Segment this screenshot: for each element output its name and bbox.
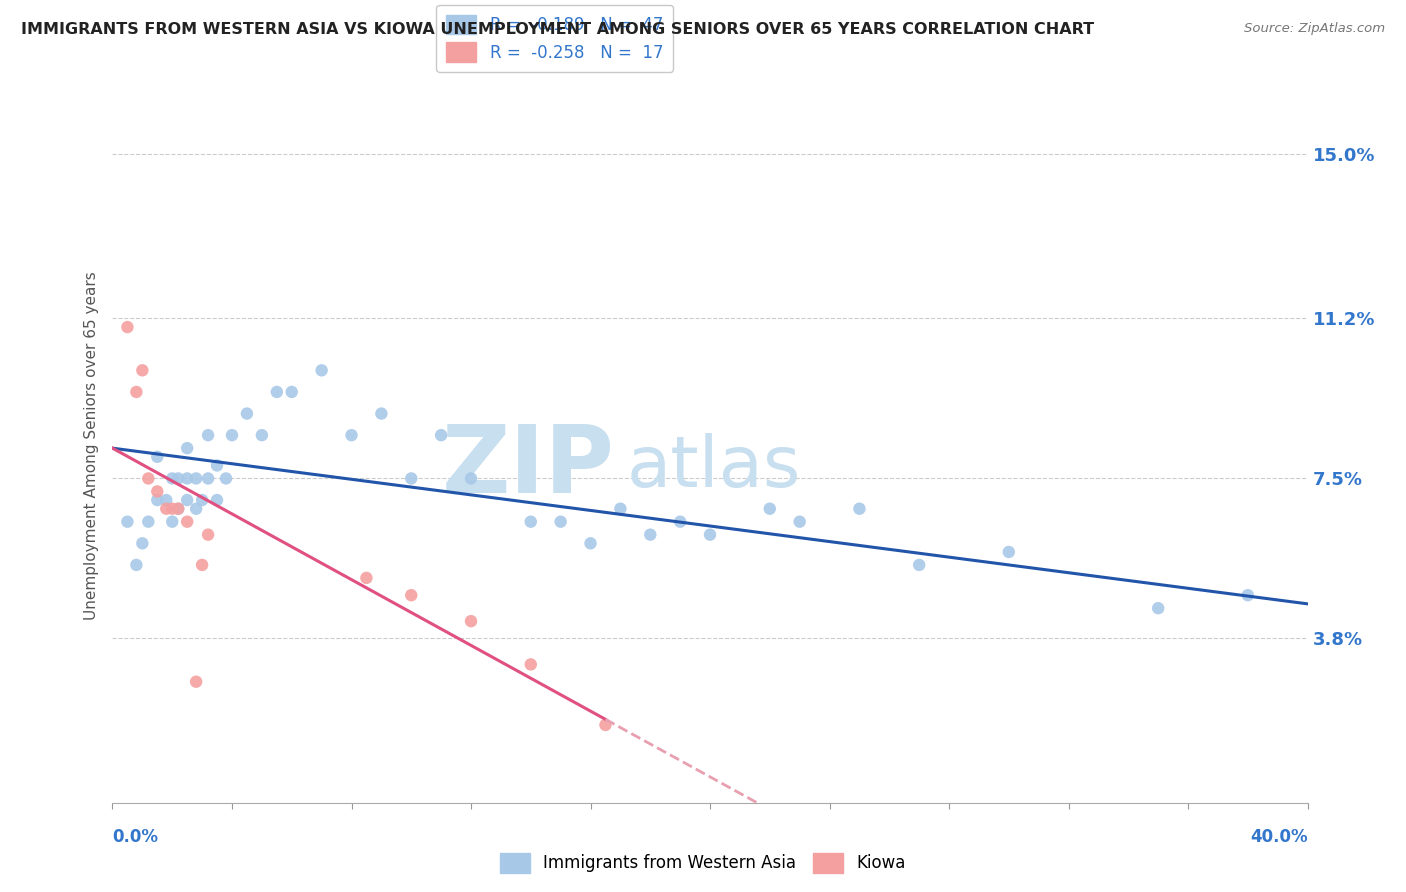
Point	[215, 471, 238, 485]
Point	[460, 471, 482, 485]
Point	[162, 471, 183, 485]
Point	[340, 428, 363, 442]
Point	[117, 515, 139, 529]
Point	[176, 515, 198, 529]
Point	[146, 484, 169, 499]
Point	[117, 320, 139, 334]
Point	[401, 588, 423, 602]
Point	[550, 515, 572, 529]
Point	[138, 515, 160, 529]
Point	[186, 501, 208, 516]
Point	[138, 471, 160, 485]
Text: 0.0%: 0.0%	[112, 828, 159, 846]
Point	[197, 428, 219, 442]
Point	[167, 501, 190, 516]
Point	[281, 384, 304, 399]
Point	[162, 501, 183, 516]
Point	[998, 545, 1021, 559]
Point	[401, 471, 423, 485]
Point	[167, 471, 190, 485]
Point	[356, 571, 378, 585]
Point	[266, 384, 288, 399]
Point	[370, 407, 392, 421]
Point	[191, 493, 214, 508]
Point	[155, 501, 177, 516]
Point	[789, 515, 811, 529]
Point	[1237, 588, 1260, 602]
Point	[1147, 601, 1170, 615]
Legend: R =  -0.189   N =  47, R =  -0.258   N =  17: R = -0.189 N = 47, R = -0.258 N = 17	[436, 4, 673, 71]
Point	[197, 527, 219, 541]
Text: IMMIGRANTS FROM WESTERN ASIA VS KIOWA UNEMPLOYMENT AMONG SENIORS OVER 65 YEARS C: IMMIGRANTS FROM WESTERN ASIA VS KIOWA UN…	[21, 22, 1094, 37]
Point	[640, 527, 662, 541]
Point	[205, 458, 228, 473]
Point	[191, 558, 214, 572]
Point	[131, 363, 153, 377]
Point	[162, 515, 183, 529]
Text: ZIP: ZIP	[441, 421, 614, 514]
Point	[250, 428, 273, 442]
Point	[176, 471, 198, 485]
Point	[176, 493, 198, 508]
Point	[131, 536, 153, 550]
Point	[311, 363, 333, 377]
Point	[759, 501, 782, 516]
Point	[236, 407, 259, 421]
Point	[205, 493, 228, 508]
Point	[176, 441, 198, 455]
Text: 40.0%: 40.0%	[1250, 828, 1308, 846]
Text: Source: ZipAtlas.com: Source: ZipAtlas.com	[1244, 22, 1385, 36]
Point	[848, 501, 870, 516]
Point	[609, 501, 631, 516]
Point	[186, 674, 208, 689]
Point	[186, 471, 208, 485]
Point	[197, 471, 219, 485]
Point	[221, 428, 243, 442]
Point	[146, 450, 169, 464]
Point	[125, 558, 148, 572]
Point	[520, 657, 543, 672]
Point	[146, 493, 169, 508]
Point	[595, 718, 617, 732]
Text: atlas: atlas	[627, 433, 801, 502]
Point	[460, 614, 482, 628]
Point	[155, 493, 177, 508]
Legend: Immigrants from Western Asia, Kiowa: Immigrants from Western Asia, Kiowa	[494, 847, 912, 880]
Point	[430, 428, 453, 442]
Point	[908, 558, 931, 572]
Point	[125, 384, 148, 399]
Point	[167, 501, 190, 516]
Y-axis label: Unemployment Among Seniors over 65 years: Unemployment Among Seniors over 65 years	[83, 272, 98, 620]
Point	[579, 536, 602, 550]
Point	[669, 515, 692, 529]
Point	[699, 527, 721, 541]
Point	[520, 515, 543, 529]
